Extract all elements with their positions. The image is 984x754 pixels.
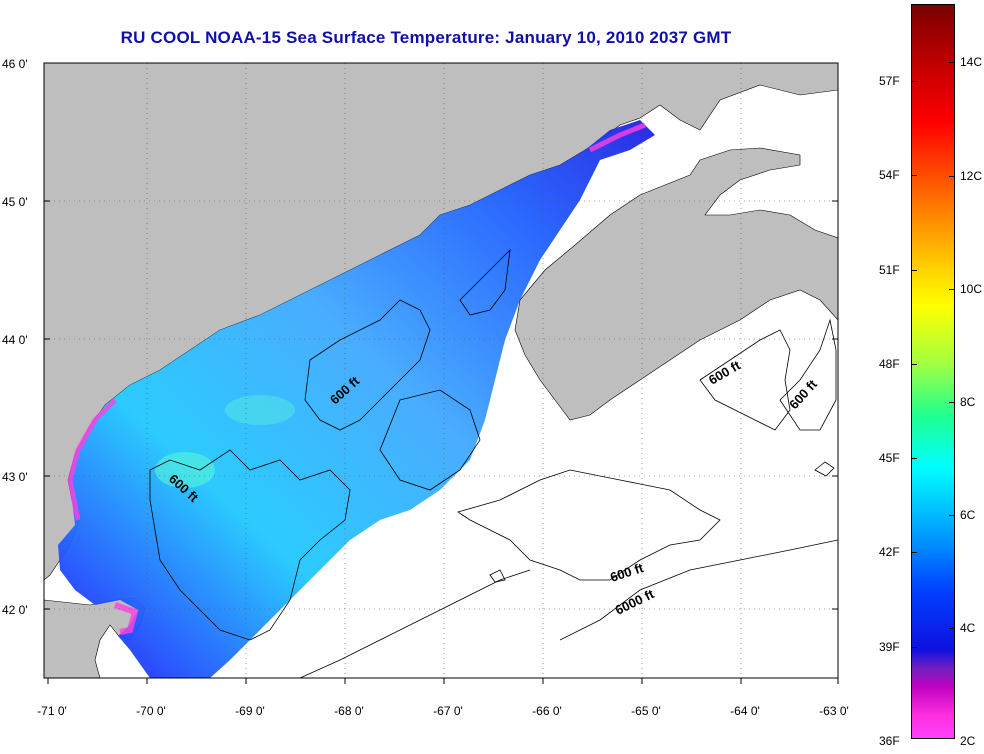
colorbar-label-f: 42F [879, 545, 900, 559]
lon-label: -66 0' [532, 704, 562, 718]
colorbar-label-f: 57F [879, 74, 900, 88]
colorbar-label-c: 12C [960, 169, 983, 183]
colorbar-label-c: 4C [960, 621, 976, 635]
lon-label: -70 0' [136, 704, 166, 718]
colorbar-label-c: 14C [960, 55, 983, 69]
colorbar-label-c: 10C [960, 282, 983, 296]
colorbar-label-c: 6C [960, 508, 976, 522]
lat-label: 45 0' [2, 195, 28, 209]
colorbar-label-f: 39F [879, 640, 900, 654]
sst-coverage [58, 120, 655, 678]
colorbar-label-f: 36F [879, 734, 900, 748]
lat-label: 46 0' [2, 57, 28, 71]
sst-coastal-cold-band [67, 398, 117, 521]
lon-label: -65 0' [631, 704, 661, 718]
colorbar-label-f: 48F [879, 357, 900, 371]
lon-label: -63 0' [819, 704, 849, 718]
colorbar-label-f: 45F [879, 451, 900, 465]
colorbar-label-c: 2C [960, 734, 976, 748]
lon-label: -67 0' [433, 704, 463, 718]
lon-label: -71 0' [37, 704, 67, 718]
colorbar-label-f: 51F [879, 263, 900, 277]
lat-label: 43 0' [2, 470, 28, 484]
land-nova-scotia [514, 147, 838, 421]
lat-label: 42 0' [2, 603, 28, 617]
lon-label: -68 0' [334, 704, 364, 718]
lon-label: -64 0' [730, 704, 760, 718]
lon-label: -69 0' [235, 704, 265, 718]
colorbar-label-f: 54F [879, 168, 900, 182]
colorbar-label-c: 8C [960, 395, 976, 409]
colorbar [911, 4, 955, 739]
lat-label: 44 0' [2, 333, 28, 347]
map-title: RU COOL NOAA-15 Sea Surface Temperature:… [120, 28, 732, 47]
